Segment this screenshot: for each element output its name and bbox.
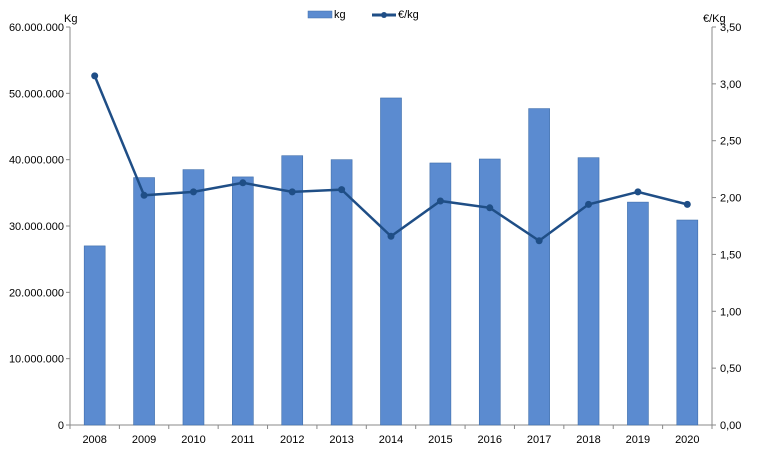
y2-tick-label: 1,50 <box>720 249 741 261</box>
y2-tick-label: 0,00 <box>720 420 741 432</box>
bar-2019 <box>627 201 649 426</box>
bar-2010 <box>182 169 205 426</box>
x-tick-label: 2013 <box>329 434 353 446</box>
x-tick-label: 2018 <box>576 434 600 446</box>
price-point-2017 <box>535 237 543 245</box>
legend: kg €/kg <box>307 9 419 21</box>
y2-tick-label: 2,50 <box>720 136 741 148</box>
y-tick-label: 50.000.000 <box>9 88 64 100</box>
legend-price-marker <box>381 12 387 18</box>
price-point-2018 <box>585 200 593 208</box>
y2-tick-label: 3,00 <box>720 79 741 91</box>
price-point-2008 <box>91 72 99 80</box>
x-tick-label: 2012 <box>280 434 304 446</box>
bar-2015 <box>429 162 452 426</box>
price-point-2019 <box>634 188 642 196</box>
y2-axis-title: €/Kg <box>703 13 726 25</box>
y-tick-label: 30.000.000 <box>9 221 64 233</box>
bar-2020 <box>676 219 699 426</box>
price-point-2015 <box>436 197 444 205</box>
bar-2011 <box>232 176 254 426</box>
y2-tick-label: 2,00 <box>720 193 741 205</box>
price-point-2011 <box>239 179 247 187</box>
x-tick-label: 2020 <box>675 434 699 446</box>
x-tick-label: 2019 <box>626 434 650 446</box>
bar-2009 <box>133 177 155 426</box>
price-point-2010 <box>189 188 197 196</box>
x-tick-label: 2011 <box>231 434 255 446</box>
bar-2012 <box>281 155 304 426</box>
bar-2016 <box>478 158 501 426</box>
y2-tick-label: 1,00 <box>720 306 741 318</box>
x-tick-label: 2009 <box>132 434 156 446</box>
x-tick-label: 2017 <box>527 434 551 446</box>
price-point-2013 <box>338 186 346 194</box>
y-axis-title: Kg <box>64 13 77 25</box>
legend-price-label: €/kg <box>398 9 419 21</box>
x-tick-label: 2015 <box>428 434 452 446</box>
bar-2017 <box>528 108 550 426</box>
y-tick-label: 60.000.000 <box>9 22 64 34</box>
x-tick-label: 2016 <box>478 434 502 446</box>
x-tick-label: 2010 <box>181 434 205 446</box>
x-tick-label: 2008 <box>82 434 106 446</box>
price-point-2014 <box>387 232 395 240</box>
y-tick-label: 0 <box>58 420 64 432</box>
legend-kg-label: kg <box>334 9 346 21</box>
y-tick-label: 40.000.000 <box>9 155 64 167</box>
y-tick-label: 20.000.000 <box>9 287 64 299</box>
x-tick-label: 2014 <box>379 434 403 446</box>
price-point-2020 <box>683 200 691 208</box>
y2-tick-label: 0,50 <box>720 363 741 375</box>
y-tick-label: 10.000.000 <box>9 354 64 366</box>
bar-2014 <box>380 97 402 426</box>
bar-2008 <box>83 245 106 426</box>
y2-tick-label: 3,50 <box>720 22 741 34</box>
price-point-2009 <box>140 191 148 199</box>
price-point-2012 <box>288 188 296 196</box>
price-point-2016 <box>486 204 494 212</box>
bar-2013 <box>330 159 353 426</box>
bar-2018 <box>577 157 600 426</box>
legend-kg-swatch <box>307 10 333 19</box>
